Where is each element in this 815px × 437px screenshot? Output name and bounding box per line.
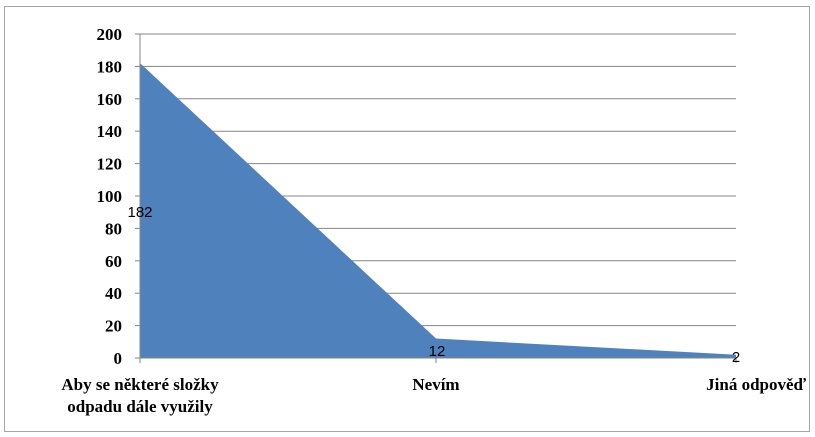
y-tick-label: 60 — [105, 252, 122, 271]
y-tick-label: 160 — [97, 90, 123, 109]
data-label: 182 — [127, 204, 152, 221]
data-label: 2 — [732, 349, 740, 366]
y-tick-label: 80 — [105, 219, 122, 238]
y-tick-label: 0 — [114, 349, 123, 368]
y-tick-label: 20 — [105, 317, 122, 336]
x-tick-label: Nevím — [412, 375, 459, 394]
y-tick-label: 120 — [97, 155, 123, 174]
y-tick-label: 40 — [105, 284, 122, 303]
area-series — [140, 63, 736, 358]
x-tick-label: Aby se některé složky odpadu dále využily — [61, 375, 219, 416]
y-tick-label: 200 — [97, 25, 123, 44]
y-tick-label: 140 — [97, 122, 123, 141]
data-label: 12 — [429, 343, 446, 360]
y-tick-label: 180 — [97, 57, 123, 76]
y-tick-label: 100 — [97, 187, 123, 206]
chart-frame — [4, 6, 810, 432]
x-tick-label: Jiná odpověď — [706, 375, 806, 394]
